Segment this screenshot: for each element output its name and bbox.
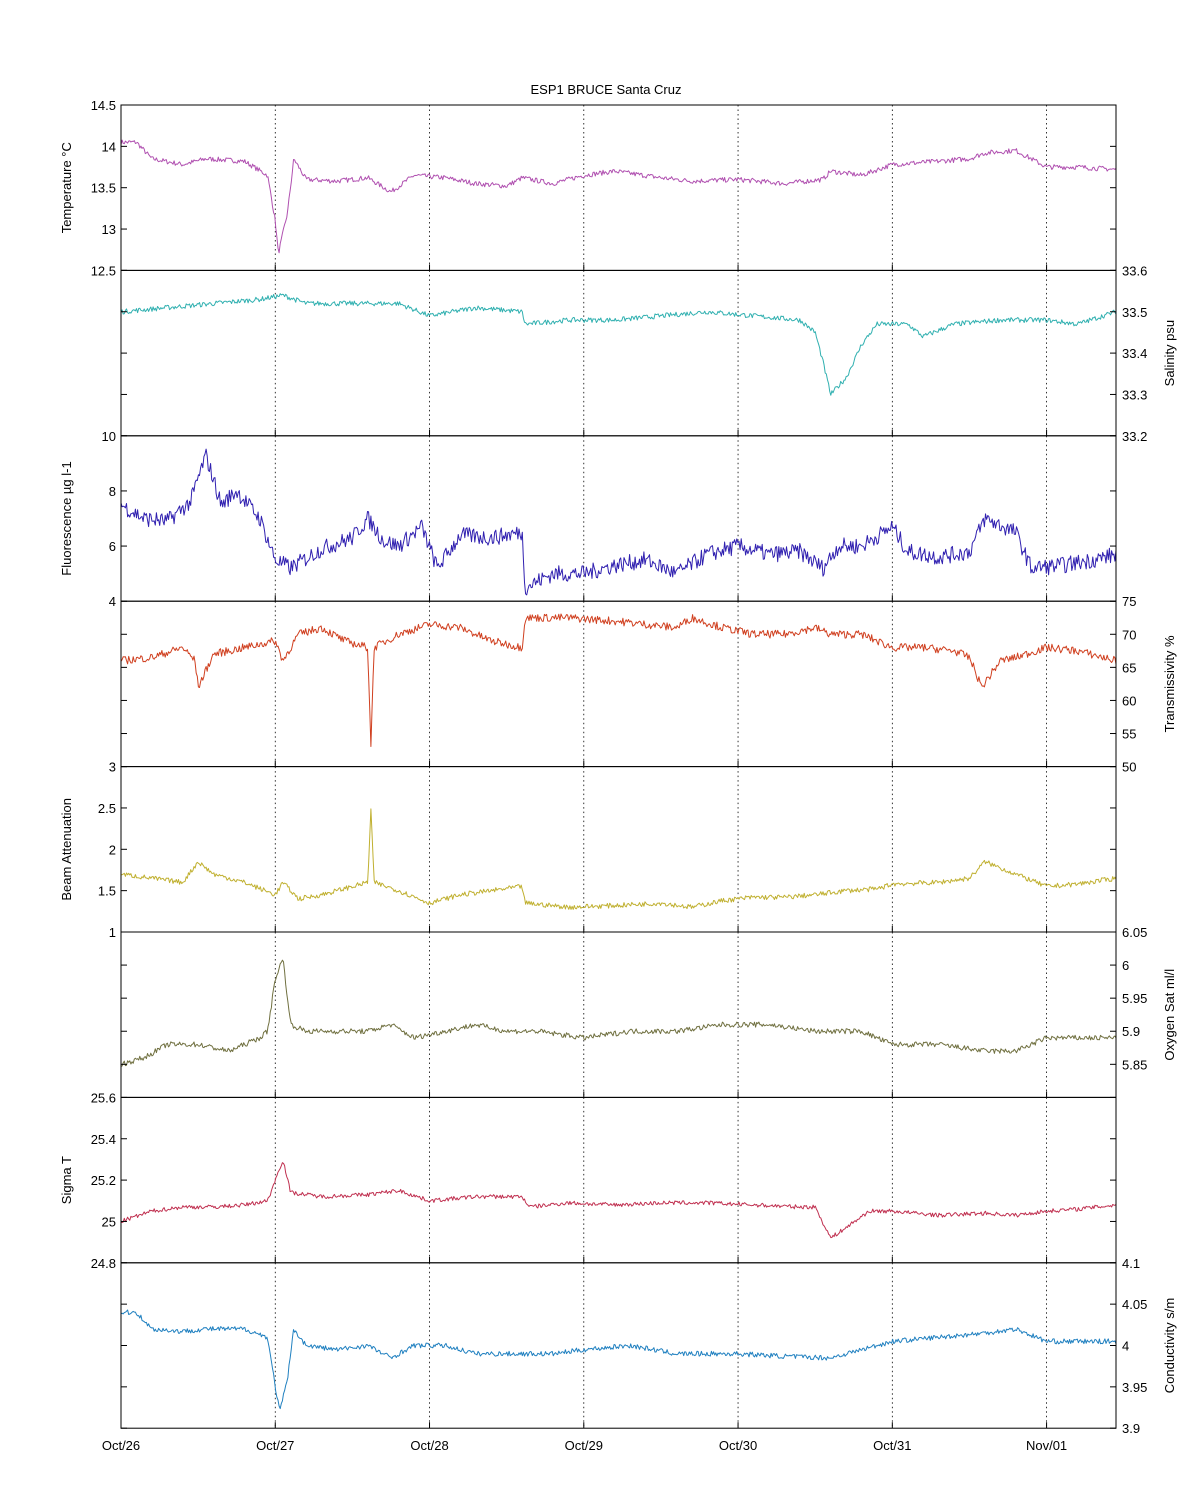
y-tick-label-oxygen_sat-4: 6.05 bbox=[1122, 925, 1147, 940]
series-line-temperature bbox=[120, 139, 1117, 254]
panel-fluorescence: 4 6 8 10 Fluorescence µg l-1 bbox=[59, 429, 1117, 609]
y-tick-label-salinity-2: 33.4 bbox=[1122, 346, 1147, 361]
y-tick-label-oxygen_sat-2: 5.95 bbox=[1122, 991, 1147, 1006]
y-tick-label-oxygen_sat-3: 6 bbox=[1122, 958, 1129, 973]
y-tick-label-oxygen_sat-0: 5.85 bbox=[1122, 1057, 1147, 1072]
y-tick-label-fluorescence-1: 6 bbox=[109, 539, 116, 554]
y-tick-label-beam_attenuation-4: 3 bbox=[109, 760, 116, 775]
x-tick-label-0: Oct/26 bbox=[102, 1438, 140, 1453]
panel-frame-salinity bbox=[120, 269, 1117, 437]
panel-frame-fluorescence bbox=[120, 435, 1117, 602]
y-tick-label-oxygen_sat-1: 5.9 bbox=[1122, 1024, 1140, 1039]
y-tick-label-salinity-4: 33.6 bbox=[1122, 263, 1147, 278]
panel-sigma_t: 24.8 25 25.2 25.4 25.6 Sigma T bbox=[59, 1090, 1117, 1271]
y-axis-label-transmissivity: Transmissivity % bbox=[1162, 635, 1177, 732]
y-axis-label-beam_attenuation: Beam Attenuation bbox=[59, 798, 74, 901]
y-axis-label-conductivity: Conductivity s/m bbox=[1162, 1298, 1177, 1393]
y-tick-label-fluorescence-0: 4 bbox=[109, 594, 116, 609]
y-tick-label-transmissivity-2: 60 bbox=[1122, 693, 1136, 708]
y-tick-label-transmissivity-1: 55 bbox=[1122, 727, 1136, 742]
panel-frame-transmissivity bbox=[120, 600, 1117, 768]
y-tick-label-fluorescence-2: 8 bbox=[109, 484, 116, 499]
y-tick-label-sigma_t-1: 25 bbox=[102, 1214, 116, 1229]
panel-conductivity: 3.9 3.95 4 4.05 4.1 Conductivity s/m bbox=[120, 1256, 1177, 1436]
x-tick-label-5: Oct/31 bbox=[873, 1438, 911, 1453]
x-axis-date-labels: Oct/26 Oct/27 Oct/28 Oct/29 Oct/30 Oct/31 Nov/… bbox=[102, 1438, 1067, 1453]
y-tick-label-temperature-0: 12.5 bbox=[91, 263, 116, 278]
y-tick-label-salinity-3: 33.5 bbox=[1122, 305, 1147, 320]
y-axis-label-sigma_t: Sigma T bbox=[59, 1156, 74, 1204]
figure-title: ESP1 BRUCE Santa Cruz bbox=[530, 82, 681, 97]
y-tick-label-beam_attenuation-0: 1 bbox=[109, 925, 116, 940]
y-axis-label-oxygen_sat: Oxygen Sat ml/l bbox=[1162, 969, 1177, 1061]
x-tick-label-3: Oct/29 bbox=[565, 1438, 603, 1453]
y-tick-label-beam_attenuation-2: 2 bbox=[109, 842, 116, 857]
series-line-conductivity bbox=[120, 1309, 1117, 1410]
series-line-oxygen_sat bbox=[120, 959, 1117, 1067]
series-line-salinity bbox=[120, 293, 1117, 396]
panel-frame-conductivity bbox=[120, 1262, 1117, 1429]
y-tick-label-transmissivity-3: 65 bbox=[1122, 660, 1136, 675]
y-tick-label-sigma_t-2: 25.2 bbox=[91, 1173, 116, 1188]
y-tick-label-sigma_t-0: 24.8 bbox=[91, 1256, 116, 1271]
y-tick-label-conductivity-4: 4.1 bbox=[1122, 1256, 1140, 1271]
y-tick-label-beam_attenuation-3: 2.5 bbox=[98, 801, 116, 816]
panel-frame-sigma_t bbox=[120, 1096, 1117, 1264]
y-tick-label-temperature-3: 14 bbox=[102, 139, 116, 154]
y-tick-label-salinity-0: 33.2 bbox=[1122, 429, 1147, 444]
y-axis-label-temperature: Temperature °C bbox=[59, 142, 74, 233]
panel-salinity: 33.2 33.3 33.4 33.5 33.6 Salinity psu bbox=[120, 263, 1177, 444]
y-tick-label-temperature-4: 14.5 bbox=[91, 98, 116, 113]
x-tick-label-2: Oct/28 bbox=[410, 1438, 448, 1453]
y-tick-label-conductivity-0: 3.9 bbox=[1122, 1421, 1140, 1436]
x-tick-label-1: Oct/27 bbox=[256, 1438, 294, 1453]
series-line-sigma_t bbox=[120, 1162, 1117, 1239]
y-tick-label-conductivity-1: 3.95 bbox=[1122, 1380, 1147, 1395]
y-tick-label-transmissivity-4: 70 bbox=[1122, 627, 1136, 642]
y-tick-label-temperature-1: 13 bbox=[102, 222, 116, 237]
y-tick-label-temperature-2: 13.5 bbox=[91, 181, 116, 196]
y-axis-label-fluorescence: Fluorescence µg l-1 bbox=[59, 461, 74, 575]
y-tick-label-transmissivity-5: 75 bbox=[1122, 594, 1136, 609]
y-axis-label-salinity: Salinity psu bbox=[1162, 320, 1177, 386]
series-line-beam_attenuation bbox=[120, 808, 1117, 910]
y-tick-label-salinity-1: 33.3 bbox=[1122, 387, 1147, 402]
series-line-fluorescence bbox=[120, 448, 1117, 596]
panel-oxygen_sat: 5.85 5.9 5.95 6 6.05 Oxygen Sat ml/l bbox=[120, 925, 1177, 1098]
y-tick-label-sigma_t-4: 25.6 bbox=[91, 1090, 116, 1105]
panel-temperature: 12.5 13 13.5 14 14.5 Temperature °C bbox=[59, 98, 1117, 278]
y-tick-label-beam_attenuation-1: 1.5 bbox=[98, 884, 116, 899]
y-tick-label-conductivity-2: 4 bbox=[1122, 1339, 1129, 1354]
x-tick-label-6: Nov/01 bbox=[1026, 1438, 1067, 1453]
panel-transmissivity: 50 55 60 65 70 75 Transmissivity % bbox=[120, 594, 1177, 775]
y-tick-label-conductivity-3: 4.05 bbox=[1122, 1297, 1147, 1312]
y-tick-label-transmissivity-0: 50 bbox=[1122, 760, 1136, 775]
panel-beam_attenuation: 1 1.5 2 2.5 3 Beam Attenuation bbox=[59, 760, 1117, 940]
x-tick-label-4: Oct/30 bbox=[719, 1438, 757, 1453]
series-line-transmissivity bbox=[120, 613, 1117, 747]
y-tick-label-sigma_t-3: 25.4 bbox=[91, 1132, 116, 1147]
y-tick-label-fluorescence-3: 10 bbox=[102, 429, 116, 444]
